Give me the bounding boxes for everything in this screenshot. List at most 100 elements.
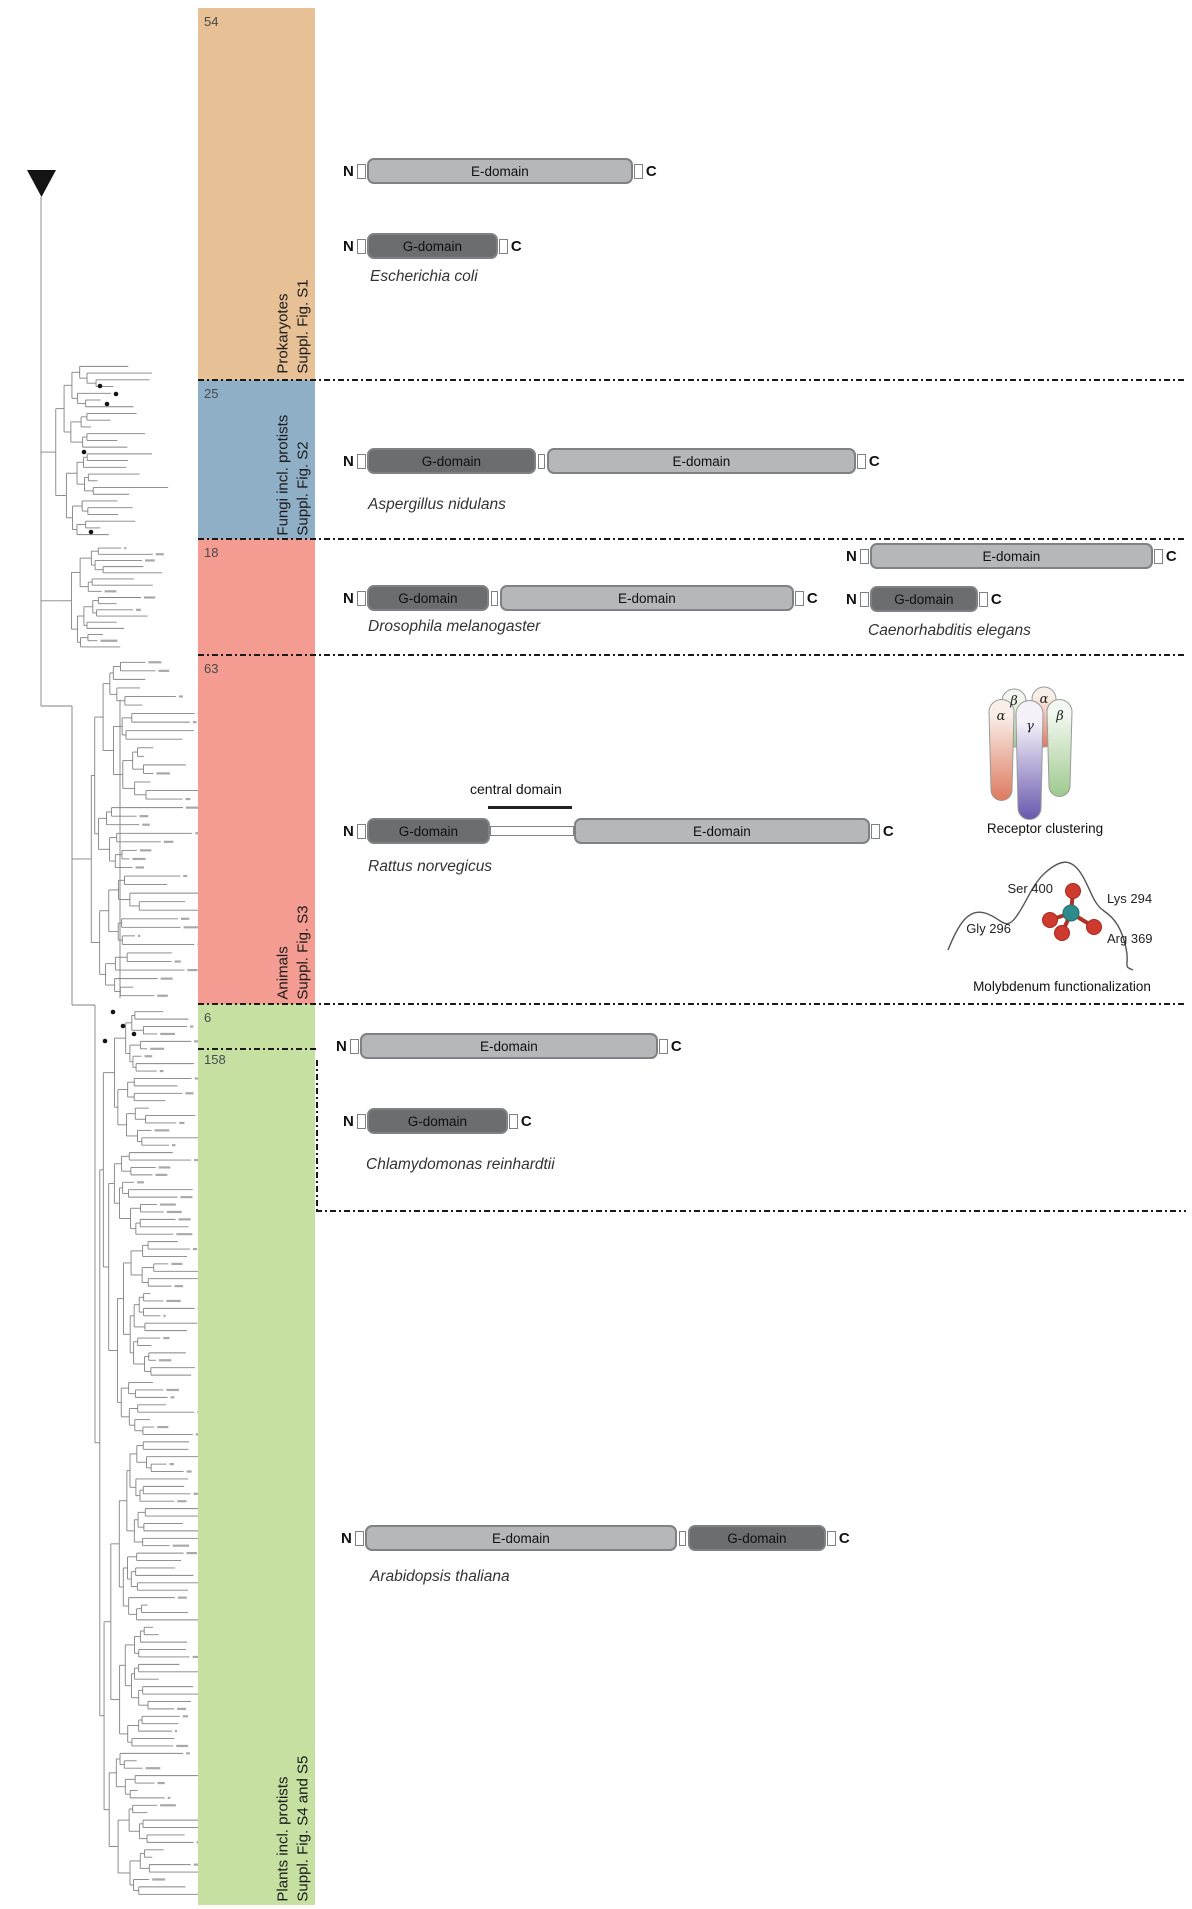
c-connector bbox=[508, 1113, 518, 1129]
protein-backbone-squiggle bbox=[947, 861, 1134, 971]
g-domain-label: G-domain bbox=[398, 590, 458, 606]
tree-node-dot bbox=[88, 529, 94, 535]
separator-prokaryotes-fungi bbox=[198, 379, 1186, 381]
receptor-subunit-beta-front bbox=[1046, 699, 1073, 797]
protein-bar-celegans-g: N G-domain C bbox=[844, 584, 1004, 614]
tree-node-dot bbox=[97, 383, 103, 389]
c-terminus-label: C bbox=[882, 822, 894, 840]
g-domain-segment: G-domain bbox=[366, 448, 536, 474]
g-domain-label: G-domain bbox=[402, 238, 462, 254]
count-basal-plants: 6 bbox=[204, 1010, 212, 1025]
protein-bar-chlamydomonas-e: N E-domain C bbox=[334, 1031, 684, 1061]
separator-fungi-animals bbox=[198, 538, 1186, 540]
species-arabidopsis: Arabidopsis thaliana bbox=[370, 1568, 510, 1585]
oxygen-atom bbox=[1054, 925, 1070, 941]
species-drosophila: Drosophila melanogaster bbox=[368, 618, 541, 635]
suppl-fig-ref: Suppl. Fig. S3 bbox=[294, 905, 312, 1000]
residue-arg369: Arg 369 bbox=[1107, 931, 1153, 946]
g-domain-segment: G-domain bbox=[869, 586, 978, 612]
count-plants: 158 bbox=[204, 1052, 226, 1067]
g-domain-segment: G-domain bbox=[687, 1525, 826, 1551]
n-terminus-label: N bbox=[336, 1037, 347, 1055]
n-terminus-label: N bbox=[343, 452, 354, 470]
n-connector bbox=[356, 163, 366, 179]
alpha-label: α bbox=[997, 709, 1006, 724]
e-domain-segment: E-domain bbox=[546, 448, 856, 474]
e-domain-segment: E-domain bbox=[499, 585, 794, 611]
g-domain-label: G-domain bbox=[727, 1530, 787, 1546]
band-fungi bbox=[198, 380, 315, 539]
species-aspergillus: Aspergillus nidulans bbox=[368, 496, 506, 513]
suppl-fig-ref: Suppl. Fig. S4 and S5 bbox=[294, 1756, 312, 1902]
separator-invertebrates-vertebrates bbox=[198, 654, 1186, 656]
protein-bar-arabidopsis: N E-domain G-domain C bbox=[339, 1523, 852, 1553]
tree-node-dot bbox=[131, 1031, 137, 1037]
protein-bar-drosophila: N G-domain E-domain C bbox=[341, 583, 820, 613]
g-domain-label: G-domain bbox=[894, 591, 954, 607]
molybdenum-illustration: Ser 400 Lys 294 Gly 296 Arg 369 Molybden… bbox=[947, 861, 1153, 994]
n-connector bbox=[349, 1038, 359, 1054]
suppl-fig-ref: Suppl. Fig. S2 bbox=[294, 441, 312, 536]
molybdenum-atom bbox=[1062, 904, 1080, 922]
n-terminus-label: N bbox=[343, 237, 354, 255]
n-connector bbox=[859, 591, 869, 607]
tree-node-dot bbox=[110, 1009, 116, 1015]
chlamydomonas-box-left-dash bbox=[316, 1060, 318, 1212]
n-connector bbox=[356, 238, 366, 254]
species-celegans: Caenorhabditis elegans bbox=[868, 622, 1031, 639]
receptor-clustering-illustration: α β α β γ Receptor clustering bbox=[987, 686, 1103, 836]
separator-6-158 bbox=[198, 1048, 316, 1050]
band-animals bbox=[198, 539, 315, 1004]
band-plants bbox=[198, 1004, 315, 1905]
c-terminus-label: C bbox=[868, 452, 880, 470]
c-terminus-label: C bbox=[510, 237, 522, 255]
n-connector bbox=[356, 590, 366, 606]
e-domain-segment: E-domain bbox=[869, 543, 1153, 569]
n-terminus-label: N bbox=[343, 822, 354, 840]
oxygen-atom bbox=[1065, 883, 1081, 899]
protein-bar-chlamydomonas-g: N G-domain C bbox=[341, 1106, 534, 1136]
e-domain-label: E-domain bbox=[617, 590, 676, 606]
linker-connector bbox=[490, 590, 498, 606]
g-domain-segment: G-domain bbox=[366, 818, 490, 844]
c-connector bbox=[978, 591, 988, 607]
c-connector bbox=[826, 1530, 836, 1546]
c-connector bbox=[498, 238, 508, 254]
receptor-subunit-alpha-front bbox=[988, 699, 1015, 801]
c-terminus-label: C bbox=[520, 1112, 532, 1130]
e-domain-label: E-domain bbox=[491, 1530, 550, 1546]
g-domain-segment: G-domain bbox=[366, 1108, 508, 1134]
e-domain-segment: E-domain bbox=[364, 1525, 677, 1551]
protein-bar-rattus: N G-domain E-domain C bbox=[341, 816, 896, 846]
n-terminus-label: N bbox=[343, 589, 354, 607]
e-domain-segment: E-domain bbox=[359, 1033, 658, 1059]
residue-lys294: Lys 294 bbox=[1107, 891, 1152, 906]
g-domain-label: G-domain bbox=[421, 453, 481, 469]
group-name: Prokaryotes bbox=[274, 293, 292, 374]
phylogenetic-tree bbox=[27, 170, 200, 1895]
count-animals: 63 bbox=[204, 661, 219, 676]
g-domain-segment: G-domain bbox=[366, 233, 498, 259]
gamma-label: γ bbox=[1026, 719, 1034, 734]
n-terminus-label: N bbox=[343, 162, 354, 180]
suppl-fig-ref: Suppl. Fig. S1 bbox=[294, 279, 312, 374]
label-fungi: Fungi incl. protists Suppl. Fig. S2 bbox=[273, 415, 313, 536]
n-terminus-label: N bbox=[341, 1529, 352, 1547]
group-name: Animals bbox=[274, 946, 292, 1000]
e-domain-segment: E-domain bbox=[366, 158, 633, 184]
species-rattus: Rattus norvegicus bbox=[368, 858, 493, 875]
label-plants: Plants incl. protists Suppl. Fig. S4 and… bbox=[273, 1756, 313, 1902]
protein-bar-aspergillus: N G-domain E-domain C bbox=[341, 446, 882, 476]
central-domain-segment bbox=[489, 826, 574, 836]
linker-connector bbox=[537, 453, 545, 469]
band-prokaryotes bbox=[198, 8, 315, 380]
label-prokaryotes: Prokaryotes Suppl. Fig. S1 bbox=[273, 280, 313, 374]
count-fungi: 25 bbox=[204, 386, 219, 401]
linker-connector bbox=[678, 1530, 686, 1546]
g-domain-segment: G-domain bbox=[366, 585, 489, 611]
beta-label: β bbox=[1009, 694, 1018, 709]
count-prokaryotes: 54 bbox=[204, 14, 219, 29]
g-domain-label: G-domain bbox=[398, 823, 458, 839]
n-connector bbox=[859, 548, 869, 564]
n-connector bbox=[356, 823, 366, 839]
